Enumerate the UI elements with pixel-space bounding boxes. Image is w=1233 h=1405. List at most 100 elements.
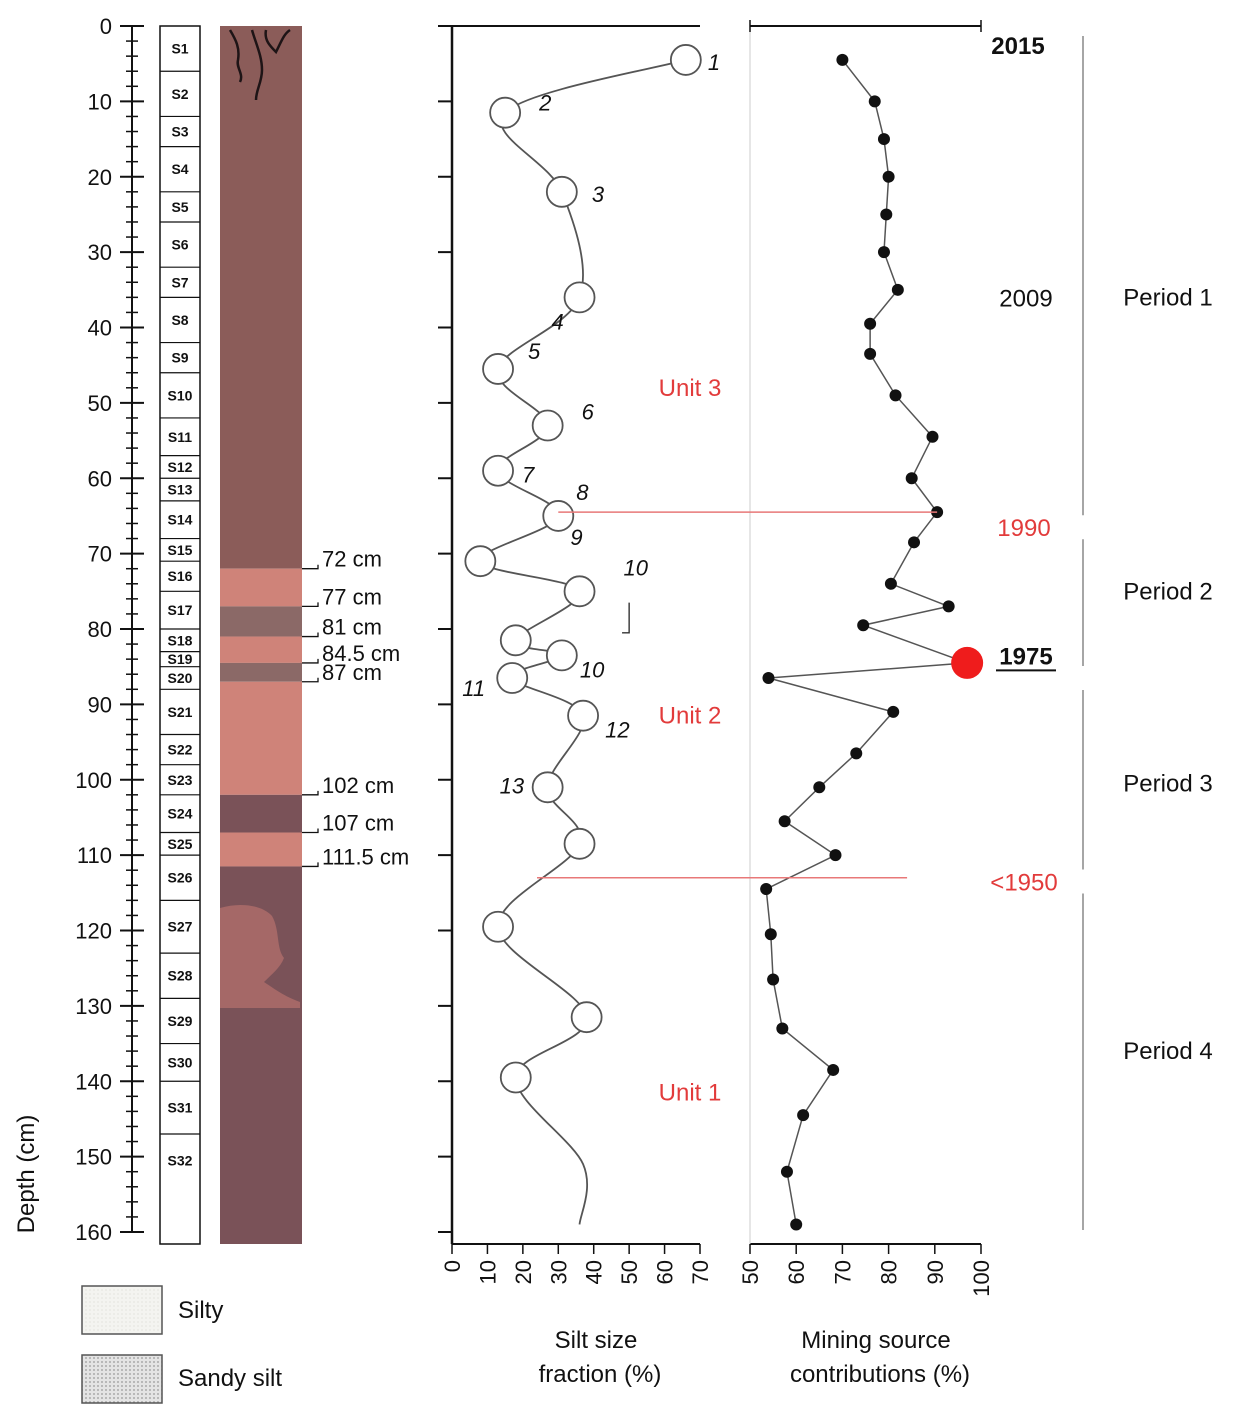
core-layer: [220, 662, 302, 682]
mining-point: [767, 973, 780, 986]
mining-point: [887, 705, 900, 718]
depth-axis-label: Depth (cm): [13, 1115, 40, 1234]
core-layer: [220, 606, 302, 637]
sample-column: S1 S2 S3 S4 S5 S6 S7 S8 S9 S10 S11 S12 S13 S14 S15 S16 S…: [159, 25, 201, 1245]
core-layer: [220, 636, 302, 663]
date-label: 2009: [999, 285, 1052, 312]
core-layer: [220, 832, 302, 867]
date-period-annotations: 2015 2009 1990 1975 <1950 Period 1 Period 2 Per…: [537, 33, 1213, 1230]
mining-point: [762, 671, 775, 684]
sample-label: S28: [168, 968, 193, 984]
sample-label: S11: [168, 429, 192, 445]
silt-point-label: 13: [500, 773, 525, 798]
layer-depth-tick: [302, 602, 319, 608]
mining-point: [877, 133, 890, 146]
silt-point: [482, 454, 514, 487]
silt-axis-title-line1: Silt size: [555, 1327, 638, 1354]
silt-x-tick-label: 50: [617, 1260, 642, 1284]
mining-point: [864, 317, 877, 330]
mining-point: [780, 1165, 793, 1178]
mining-point: [880, 208, 893, 221]
depth-tick-label: 60: [88, 466, 112, 491]
period-timeline-gap: [1077, 869, 1089, 894]
core-layer: [220, 681, 302, 795]
mining-point: [864, 347, 877, 360]
sample-label: S8: [171, 312, 188, 328]
sample-label: S17: [168, 602, 193, 618]
mining-point: [776, 1022, 789, 1035]
sample-label: S24: [168, 806, 193, 822]
depth-tick-label: 30: [88, 240, 112, 265]
sample-label: S19: [168, 651, 193, 667]
mining-highlight-point: [951, 646, 984, 679]
silt-point-label: 2: [538, 91, 551, 116]
silt-point: [489, 96, 522, 129]
date-label: 1990: [997, 515, 1050, 542]
mining-point: [836, 53, 849, 66]
silt-label-bracket: [622, 602, 630, 634]
legend-swatch-sandy-silt: [81, 1354, 163, 1404]
mining-point: [797, 1109, 810, 1122]
sample-label: S27: [168, 919, 193, 935]
core-layer: [220, 794, 302, 833]
core-dark-patch: [220, 904, 300, 1008]
silt-x-tick-label: 0: [440, 1260, 465, 1272]
mining-x-tick-label: 60: [784, 1260, 809, 1284]
sample-label: S15: [168, 542, 193, 558]
mining-x-tick-label: 100: [969, 1260, 994, 1297]
mining-point: [813, 781, 826, 794]
mining-point: [778, 815, 791, 828]
depth-tick-label: 50: [88, 391, 112, 416]
silt-point-label: 5: [528, 339, 541, 364]
sample-label: S30: [168, 1054, 193, 1070]
silt-x-tick-label: 70: [688, 1260, 713, 1284]
depth-tick-label: 70: [88, 542, 112, 567]
sample-label: S26: [168, 870, 193, 886]
sample-label: S23: [168, 772, 193, 788]
depth-tick-label: 20: [88, 165, 112, 190]
layer-depth-tick: [302, 677, 319, 683]
silt-x-tick-label: 60: [653, 1260, 678, 1284]
sample-label: S20: [168, 670, 193, 686]
date-label: <1950: [990, 870, 1057, 897]
mining-point: [868, 95, 881, 108]
unit-label: Unit 3: [659, 375, 722, 402]
core-layer: [220, 26, 302, 569]
silt-axis-title-line2: fraction (%): [539, 1361, 662, 1388]
unit-label: Unit 1: [659, 1080, 722, 1107]
sample-column-frame: [159, 25, 201, 1245]
depth-tick-label: 90: [88, 692, 112, 717]
depth-tick-label: 80: [88, 617, 112, 642]
silt-x-tick-label: 40: [582, 1260, 607, 1284]
silt-point-label: 1: [708, 50, 720, 75]
depth-tick-label: 100: [75, 768, 112, 793]
silt-point: [545, 639, 578, 672]
layer-depth-tick: [302, 790, 319, 796]
date-label: 1975: [999, 643, 1052, 670]
layer-depth-label: 87 cm: [322, 660, 382, 685]
silt-point: [482, 910, 514, 943]
depth-tick-label: 0: [100, 14, 112, 39]
sample-label: S7: [171, 274, 188, 290]
layer-depth-tick: [302, 828, 319, 834]
mining-point: [926, 430, 939, 443]
sample-label: S3: [171, 124, 188, 140]
silt-point: [563, 281, 596, 314]
mining-point: [829, 849, 842, 862]
mining-point: [850, 747, 863, 760]
silt-x-tick-label: 20: [511, 1260, 536, 1284]
mining-line: [765, 59, 968, 1225]
depth-tick-label: 120: [75, 919, 112, 944]
sample-label: S6: [171, 237, 188, 253]
silt-point: [669, 44, 702, 76]
legend-label-silty: Silty: [178, 1297, 223, 1324]
mining-point: [942, 600, 955, 613]
layer-depth-label: 77 cm: [322, 584, 382, 609]
silt-point-label: 10: [624, 555, 649, 580]
layer-depth-tick: [302, 564, 319, 570]
mining-point: [889, 389, 902, 402]
mining-x-tick-label: 50: [738, 1260, 763, 1284]
